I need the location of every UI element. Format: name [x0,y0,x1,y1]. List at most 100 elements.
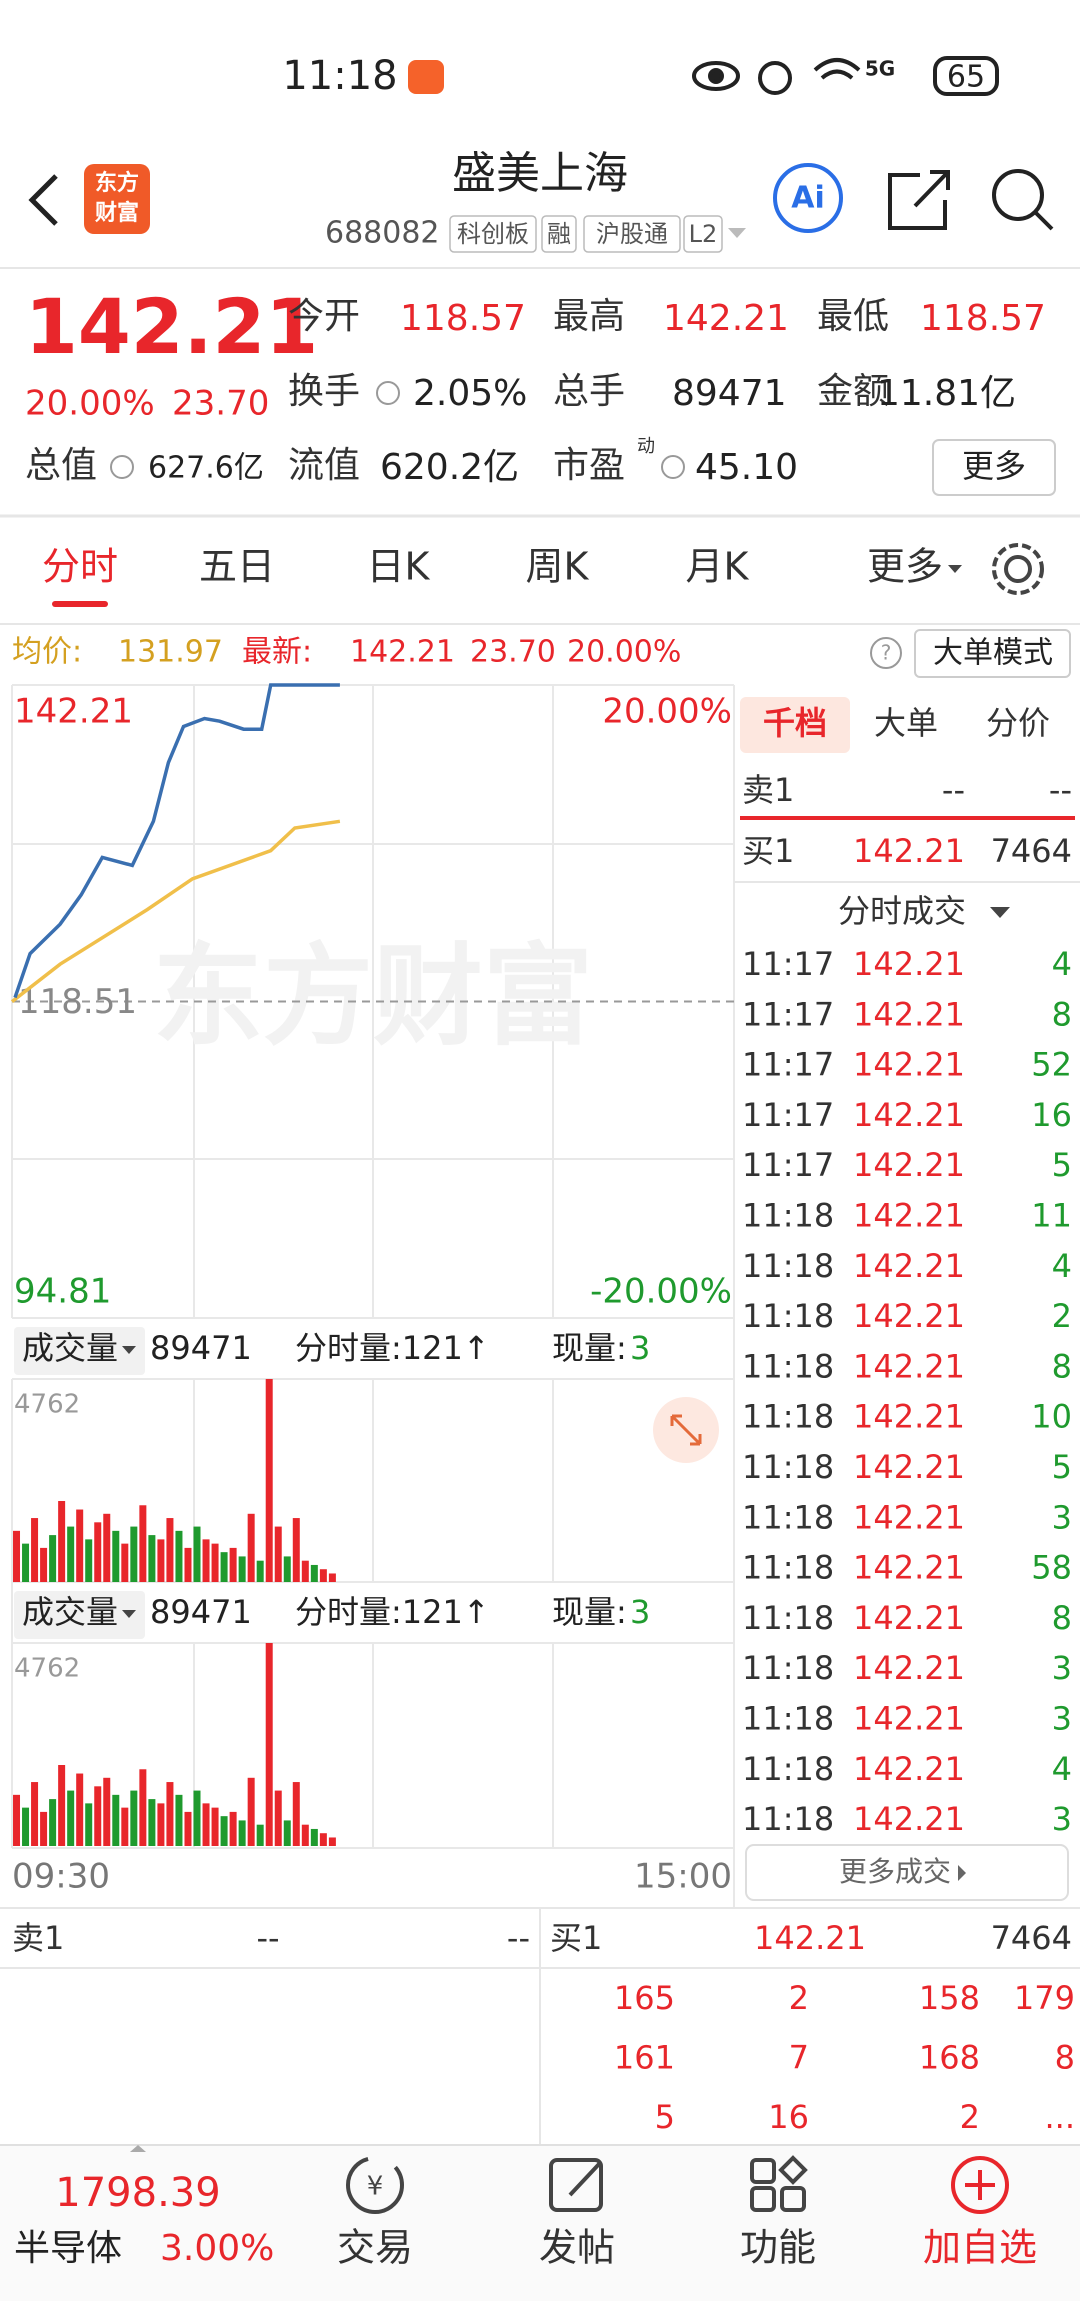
nav-item[interactable]: 功能 [740,2226,816,2270]
avg-price: 131.97 [118,635,223,670]
volume-bar [265,1379,273,1582]
queue-volume: 179 [1014,1979,1075,2017]
trade-volume: 16 [1031,1096,1072,1134]
trade-price: 142.21 [853,1599,965,1637]
ai-button[interactable] [773,163,843,233]
stat-value: 627.6亿 [148,451,264,486]
volume-bar [283,1820,291,1846]
volume-max-label: 4762 [14,1654,80,1684]
trade-time: 11:18 [742,1398,834,1436]
volume-bar [58,1765,66,1846]
tag-box [583,215,681,253]
volume-bar [22,1807,30,1846]
volume-bar [67,1790,75,1846]
share-button[interactable] [888,170,950,230]
queue-volume: ... [1044,2098,1075,2136]
tab[interactable]: 日K [367,545,431,589]
volume-label: 成交量 [22,1593,118,1631]
change-amount: 23.70 [172,384,269,424]
volume-bar [40,1547,48,1582]
volume-bar [238,1820,246,1846]
trade-time: 11:18 [742,1549,834,1587]
more-label: 更多 [962,447,1026,485]
volume-bar [148,1535,156,1582]
expand-icon [670,1414,702,1446]
status-time: 11:18 [282,53,397,99]
queue-volume: 5 [655,2098,675,2136]
queue-volume: 158 [919,1979,980,2017]
current-volume-label: 现量: [552,1329,627,1367]
time-label: 09:30 [12,1857,110,1897]
nav-item[interactable]: 交易 [337,2226,413,2270]
trade-volume: 3 [1052,1498,1072,1536]
help-icon[interactable] [870,637,902,669]
buy1-price: 142.21 [754,1919,866,1957]
side-tab[interactable]: 大单 [874,704,938,742]
trade-price: 142.21 [853,1398,965,1436]
nav-item[interactable]: 加自选 [923,2226,1037,2270]
trade-price: 142.21 [853,1297,965,1335]
volume-bar [58,1501,66,1582]
volume-bar [328,1573,336,1582]
tab[interactable]: 更多 [867,545,943,589]
last-price: 142.21 [25,282,318,371]
nav-item[interactable]: 发帖 [539,2226,615,2270]
search-button[interactable] [992,169,1054,231]
trade-time: 11:18 [742,1347,834,1385]
side-tab[interactable]: 千档 [763,704,827,742]
back-button[interactable] [28,174,58,226]
volume-bar [211,1543,219,1582]
index-value: 1798.39 [55,2170,220,2216]
side-tab[interactable]: 分价 [986,704,1050,742]
trade-price: 142.21 [853,945,965,983]
minute-volume: 分时量:121↑ [295,1329,490,1367]
sell1-volume: -- [507,1919,530,1957]
volume-bar [103,1777,111,1846]
stat-label: 今开 [288,296,360,337]
queue-volume: 2 [789,1979,809,2017]
more-trades-button[interactable] [745,1844,1069,1901]
help-mark: ? [881,641,892,665]
volume-bar [148,1799,156,1846]
more-button[interactable] [932,439,1056,496]
trade-price: 142.21 [853,1347,965,1385]
volume-bar [238,1556,246,1582]
logo-text: 财富 [95,200,139,226]
dropdown-icon [948,565,962,573]
volume-bar [175,1530,183,1582]
volume-selector[interactable] [14,1327,145,1375]
tab[interactable]: 分时 [42,545,118,589]
notification-icon [408,60,444,94]
latest-price: 142.21 [350,635,455,670]
volume-bar [166,1518,174,1582]
info-icon [376,381,400,405]
current-volume: 3 [630,1329,650,1367]
caret [130,2145,146,2152]
settings-button[interactable] [992,543,1044,595]
trade-volume: 5 [1052,1146,1072,1184]
trade-time: 11:17 [742,1046,834,1084]
buy1-price: 142.21 [853,832,965,870]
volume-selector[interactable] [14,1591,145,1639]
trade-time: 11:18 [742,1448,834,1486]
tab[interactable]: 周K [526,545,590,589]
volume-bar [40,1811,48,1846]
tab[interactable]: 五日 [199,545,275,589]
trade-volume: 3 [1052,1649,1072,1687]
trade-time: 11:17 [742,1146,834,1184]
mode-button[interactable] [914,629,1071,678]
volume-bar [13,1530,21,1582]
trade-time: 11:17 [742,1096,834,1134]
volume-bar [247,1513,255,1582]
y-tick-label: 118.51 [18,982,137,1022]
watermark: 东方财富 [153,932,593,1060]
current-volume-label: 现量: [552,1593,627,1631]
volume-bar [319,1569,327,1582]
volume-bar [157,1803,165,1846]
nav-icons [346,2155,1009,2214]
buy1-label: 买1 [550,1919,602,1957]
tab[interactable]: 月K [686,545,750,589]
stock-code: 688082 [325,216,440,251]
trade-time: 11:18 [742,1800,834,1838]
